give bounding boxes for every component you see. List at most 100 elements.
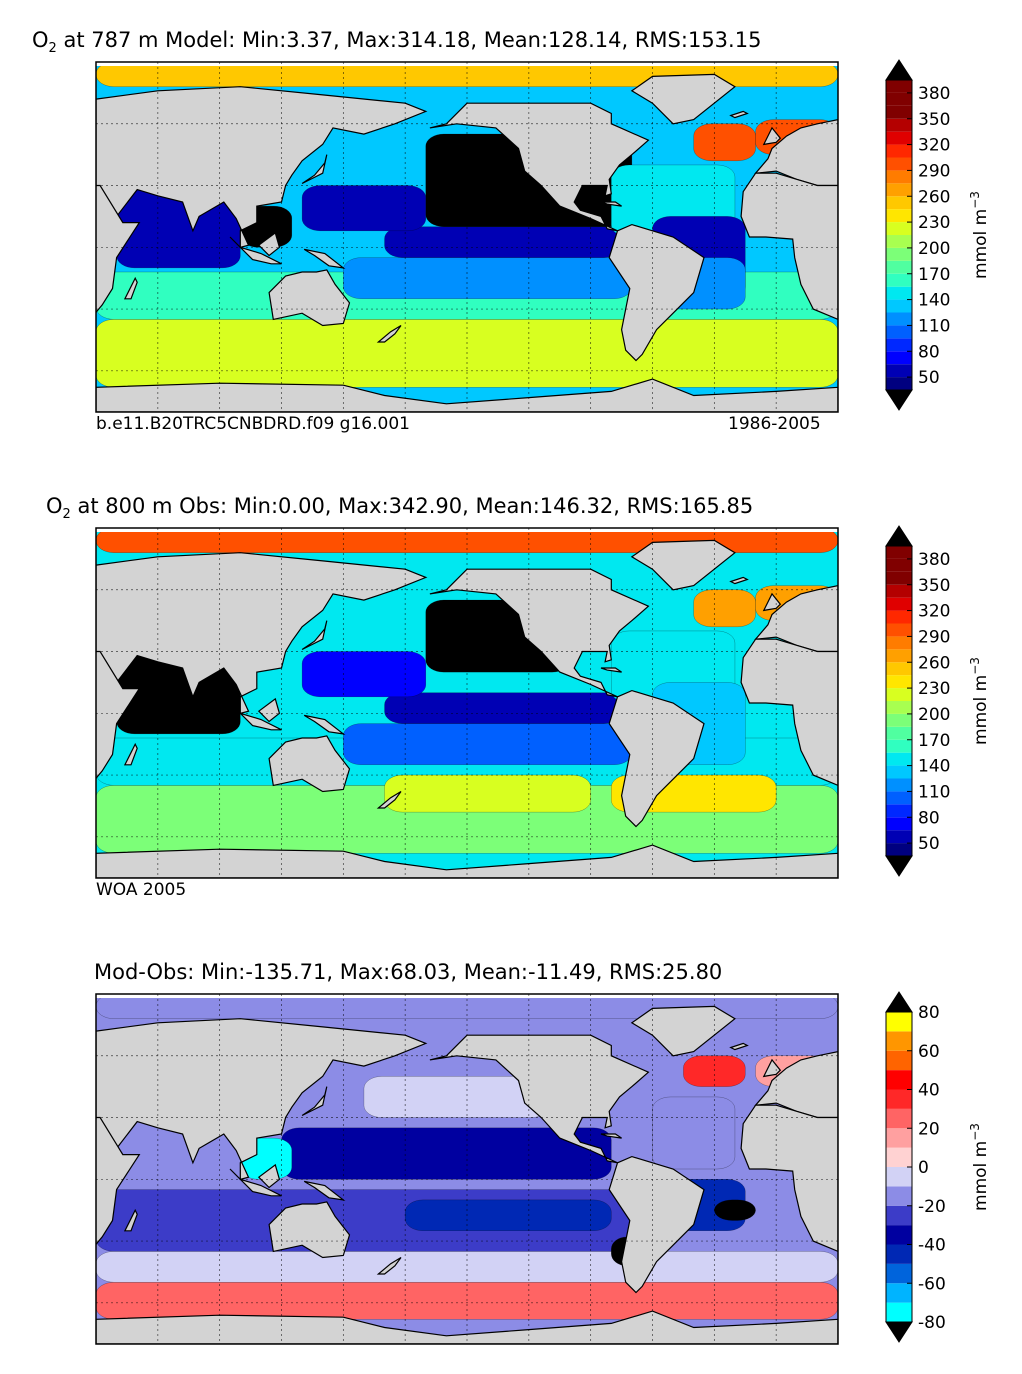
panel1-contour-region <box>343 257 633 299</box>
panel3-title-text: Mod-Obs: Min:-135.71, Max:68.03, Mean:-1… <box>94 960 723 984</box>
panel3-land-africa <box>96 1116 141 1246</box>
panel1-colorbar-segment <box>886 105 912 119</box>
panel2-caption-left: WOA 2005 <box>96 880 187 900</box>
panel2-colorbar-segment <box>886 804 912 818</box>
panel1-land-africa-west <box>740 172 838 321</box>
panel2-colorbar-segment <box>886 649 912 663</box>
panel2-contour-region <box>301 651 426 698</box>
panel3-colorbar-tick-label: 40 <box>918 1081 940 1101</box>
panel2-land-japan <box>301 620 328 651</box>
panel3-colorbar-segment <box>886 1012 912 1032</box>
panel3-colorbar-segment <box>886 1128 912 1148</box>
panel1-colorbar-segment <box>886 183 912 197</box>
panel3-land-uk <box>762 1058 782 1078</box>
panel1-title-text: at 787 m Model: Min:3.37, Max:314.18, Me… <box>56 28 762 52</box>
panel2-colorbar-tick-label: 230 <box>918 679 950 699</box>
panel2-colorbar-segment <box>886 675 912 689</box>
panel2-colorbar-segment <box>886 584 912 598</box>
panel1-colorbar-segment <box>886 260 912 274</box>
panel2-land-new-zealand <box>376 790 402 809</box>
panel1-colorbar-segment <box>886 338 912 352</box>
panel2-colorbar-tick-label: 110 <box>918 782 950 802</box>
panel2-land-africa <box>96 650 141 780</box>
panel3-colorbar-segment <box>886 1205 912 1226</box>
panel2-colorbar-segment <box>886 688 912 701</box>
panel2-colorbar-segment <box>886 623 912 637</box>
panel3-colorbar-tick-label: 0 <box>918 1158 929 1178</box>
panel2-colorbar-segment <box>886 817 912 831</box>
panel2-land-new-guinea <box>303 714 346 735</box>
panel3-land-japan <box>301 1086 328 1117</box>
panel2-frame <box>95 527 839 879</box>
panel1-land-madagascar <box>123 276 138 300</box>
panel1-land-uk <box>762 126 782 146</box>
panel3-colorbar-segment <box>886 1050 912 1071</box>
panel2-colorbar-extend-min <box>885 855 913 877</box>
panel3-land-iceland <box>729 1042 749 1051</box>
panel3-colorbar-tick-label: -80 <box>918 1313 946 1333</box>
panel2-colorbar-segment <box>886 778 912 792</box>
panel3-land-cuba <box>600 1133 622 1139</box>
panel2-land-eurasia <box>96 552 428 715</box>
panel1-colorbar-segment <box>886 157 912 171</box>
panel1-colorbar-unit-label: mmol m−3 <box>968 191 991 279</box>
panel1-colorbar-frame <box>885 79 913 391</box>
panel3-colorbar-tick-label: 80 <box>918 1003 940 1023</box>
panel2-colorbar-tick-label: 200 <box>918 705 950 725</box>
panel2-land-north-america <box>429 568 650 698</box>
panel3-contour-region <box>404 1199 612 1231</box>
panel3-colorbar: -80 -60 -40 -20 0 20 40 60 80 mmol m−3 <box>885 991 991 1343</box>
panel2-colorbar-tick-label: 380 <box>918 550 950 570</box>
panel1-colorbar-segment <box>886 273 912 287</box>
panel2-land-uk <box>762 592 782 612</box>
panel3-colorbar-segment <box>886 1263 912 1284</box>
panel2-colorbar-segment <box>886 546 912 559</box>
panel2-colorbar-tick-label: 320 <box>918 602 950 622</box>
panel3-colorbar-segment <box>886 1167 912 1187</box>
panel2-colorbar-segment <box>886 571 912 585</box>
panel2-plot-area <box>96 528 838 878</box>
panel2-colorbar-segment <box>886 726 912 740</box>
panel2-colorbar-tick-label: 80 <box>918 808 940 828</box>
panel1-colorbar-tick-label: 50 <box>918 368 940 388</box>
panel3-plot-area <box>96 994 838 1344</box>
panel2-colorbar-segment <box>886 765 912 779</box>
panel1-colorbar-tick-label: 170 <box>918 265 950 285</box>
panel2-colorbar-segment <box>886 752 912 766</box>
panel1-land-borneo <box>257 231 281 257</box>
panel2-colorbar-tick-label: 170 <box>918 731 950 751</box>
panel2-colorbar-segment <box>886 791 912 805</box>
panel1-contour-region <box>384 226 622 258</box>
panel2-colorbar-tick-label: 50 <box>918 834 940 854</box>
panel1-title-subscript: 2 <box>48 41 57 57</box>
panel1-land-new-zealand <box>376 324 402 343</box>
panel1-contour-region <box>301 185 426 232</box>
panel1-colorbar-unit-sup: −3 <box>968 191 982 209</box>
panel1-colorbar-segment <box>886 80 912 93</box>
panel1-land-iceland <box>729 110 749 119</box>
panel1-colorbar-tick-label: 110 <box>918 316 950 336</box>
panel3-land-madagascar <box>123 1208 138 1232</box>
panel2-contour-region <box>343 723 633 765</box>
panel1-colorbar-segment <box>886 170 912 184</box>
panel3-land-south-america <box>608 1155 705 1294</box>
panel1-land-new-guinea <box>303 248 346 269</box>
panel1-land-eurasia <box>96 86 428 249</box>
panel2-contour-region <box>384 692 622 724</box>
panel2-colorbar-segment <box>886 636 912 650</box>
panel2-colorbar-tick-label: 290 <box>918 627 950 647</box>
panel2-contour-region <box>384 774 591 813</box>
panel2-colorbar-segment <box>886 830 912 844</box>
panel3-colorbar-segment <box>886 1225 912 1245</box>
panel1-colorbar-segment <box>886 144 912 158</box>
panel1-colorbar-segment <box>886 312 912 326</box>
panel3-colorbar-extend-max <box>885 991 913 1013</box>
panel1-plot-area <box>96 62 838 412</box>
panel1-land-japan <box>301 154 328 185</box>
panel1-caption-right: 1986-2005 <box>728 414 821 434</box>
panel3-colorbar-segment <box>886 1031 912 1051</box>
panel3-colorbar-tick-label: -20 <box>918 1197 946 1217</box>
panel1-colorbar-segment <box>886 364 912 378</box>
panel3-land-africa-west <box>740 1104 838 1253</box>
panel1-land-australia <box>268 269 351 327</box>
